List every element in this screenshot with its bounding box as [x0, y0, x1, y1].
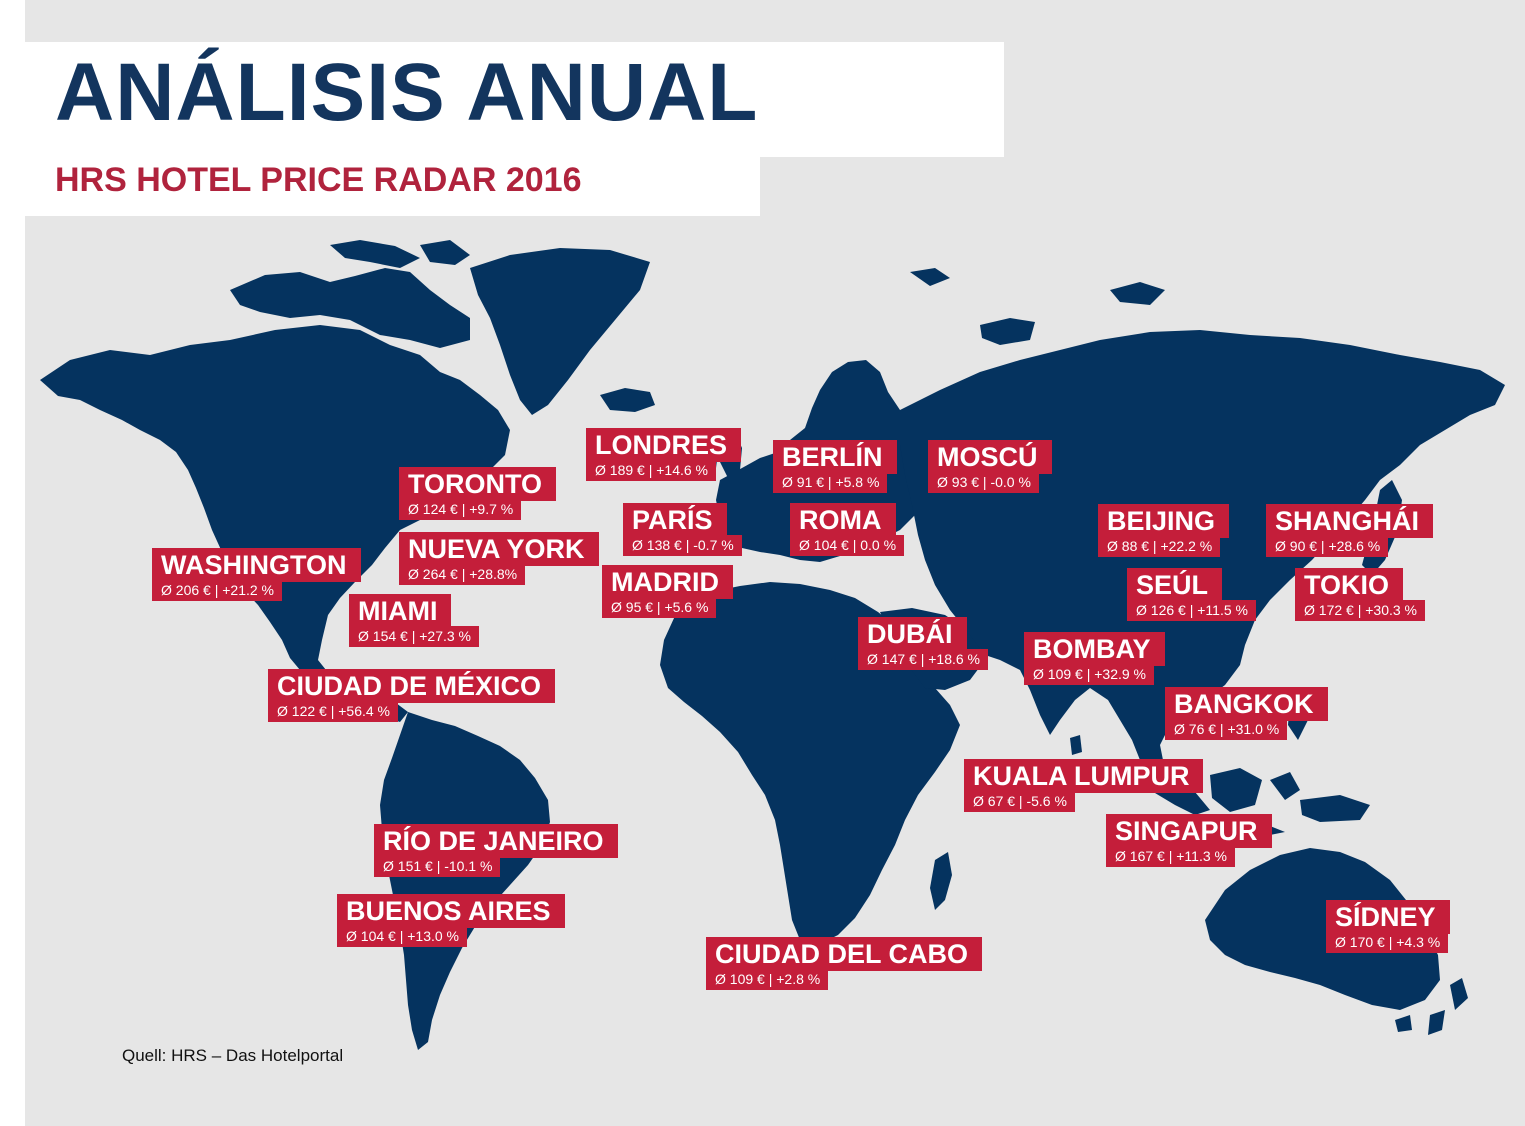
city-name: RÍO DE JANEIRO [374, 824, 618, 858]
city-stat: Ø 151 € | -10.1 % [374, 856, 501, 877]
city-stat: Ø 122 € | +56.4 % [268, 701, 398, 722]
city-label-dubai: DUBÁI Ø 147 € | +18.6 % [858, 617, 988, 670]
city-label-moscu: MOSCÚ Ø 93 € | -0.0 % [928, 440, 1052, 493]
city-name: LONDRES [586, 428, 742, 462]
city-label-miami: MIAMI Ø 154 € | +27.3 % [349, 594, 479, 647]
landmass-australia [1205, 848, 1440, 1010]
city-name: BERLÍN [773, 440, 897, 474]
city-label-nueva-york: NUEVA YORK Ø 264 € | +28.8% [399, 532, 599, 585]
city-stat: Ø 206 € | +21.2 % [152, 580, 282, 601]
city-stat: Ø 67 € | -5.6 % [964, 791, 1075, 812]
city-label-berlin: BERLÍN Ø 91 € | +5.8 % [773, 440, 897, 493]
page-title: ANÁLISIS ANUAL [55, 47, 759, 138]
page-subtitle: HRS HOTEL PRICE RADAR 2016 [55, 161, 582, 199]
city-label-roma: ROMA Ø 104 € | 0.0 % [790, 503, 905, 556]
city-name: PARÍS [623, 503, 727, 537]
city-name: CIUDAD DEL CABO [706, 937, 983, 971]
landmass-greenland [470, 248, 650, 415]
city-label-paris: PARÍS Ø 138 € | -0.7 % [623, 503, 742, 556]
city-name: WASHINGTON [152, 548, 361, 582]
landmass-south-america [380, 712, 550, 1050]
city-name: TOKIO [1295, 568, 1404, 602]
city-label-ciudad-del-cabo: CIUDAD DEL CABO Ø 109 € | +2.8 % [706, 937, 983, 990]
city-stat: Ø 95 € | +5.6 % [602, 597, 717, 618]
landmass-north-america [40, 325, 510, 718]
city-name: BEIJING [1098, 504, 1230, 538]
city-stat: Ø 147 € | +18.6 % [858, 649, 988, 670]
city-name: KUALA LUMPUR [964, 759, 1204, 793]
city-stat: Ø 91 € | +5.8 % [773, 472, 888, 493]
city-name: SÍDNEY [1326, 900, 1450, 934]
landmass-arctic-islands [230, 268, 470, 348]
city-stat: Ø 154 € | +27.3 % [349, 626, 479, 647]
city-stat: Ø 189 € | +14.6 % [586, 460, 716, 481]
title-panel [25, 42, 1004, 157]
city-stat: Ø 88 € | +22.2 % [1098, 536, 1221, 557]
subtitle-panel [25, 157, 760, 216]
city-name: MOSCÚ [928, 440, 1052, 474]
city-label-rio-de-janeiro: RÍO DE JANEIRO Ø 151 € | -10.1 % [374, 824, 618, 877]
city-stat: Ø 264 € | +28.8% [399, 564, 526, 585]
city-stat: Ø 104 € | +13.0 % [337, 926, 467, 947]
source-note: Quell: HRS – Das Hotelportal [122, 1046, 344, 1065]
left-margin [0, 0, 25, 1126]
city-label-shanghai: SHANGHÁI Ø 90 € | +28.6 % [1266, 504, 1434, 557]
city-name: BOMBAY [1024, 632, 1165, 666]
city-stat: Ø 126 € | +11.5 % [1127, 600, 1256, 621]
city-stat: Ø 138 € | -0.7 % [623, 535, 742, 556]
landmass-africa [660, 582, 960, 945]
city-name: NUEVA YORK [399, 532, 599, 566]
city-stat: Ø 104 € | 0.0 % [790, 535, 905, 556]
city-name: BANGKOK [1165, 687, 1328, 721]
city-name: CIUDAD DE MÉXICO [268, 669, 556, 703]
city-stat: Ø 109 € | +32.9 % [1024, 664, 1154, 685]
city-label-buenos-aires: BUENOS AIRES Ø 104 € | +13.0 % [337, 894, 565, 947]
city-stat: Ø 93 € | -0.0 % [928, 472, 1039, 493]
city-stat: Ø 109 € | +2.8 % [706, 969, 829, 990]
city-name: TORONTO [399, 467, 557, 501]
city-stat: Ø 90 € | +28.6 % [1266, 536, 1389, 557]
city-label-kuala-lumpur: KUALA LUMPUR Ø 67 € | -5.6 % [964, 759, 1204, 812]
city-label-bombay: BOMBAY Ø 109 € | +32.9 % [1024, 632, 1165, 685]
city-stat: Ø 170 € | +4.3 % [1326, 932, 1449, 953]
city-name: ROMA [790, 503, 896, 537]
city-label-beijing: BEIJING Ø 88 € | +22.2 % [1098, 504, 1230, 557]
city-label-tokio: TOKIO Ø 172 € | +30.3 % [1295, 568, 1425, 621]
city-label-londres: LONDRES Ø 189 € | +14.6 % [586, 428, 742, 481]
city-stat: Ø 167 € | +11.3 % [1106, 846, 1235, 867]
city-label-seul: SEÚL Ø 126 € | +11.5 % [1127, 568, 1256, 621]
city-label-singapur: SINGAPUR Ø 167 € | +11.3 % [1106, 814, 1272, 867]
city-stat: Ø 76 € | +31.0 % [1165, 719, 1288, 740]
city-name: DUBÁI [858, 617, 967, 651]
city-stat: Ø 172 € | +30.3 % [1295, 600, 1425, 621]
city-name: BUENOS AIRES [337, 894, 565, 928]
city-name: SHANGHÁI [1266, 504, 1434, 538]
city-name: SINGAPUR [1106, 814, 1272, 848]
city-label-ciudad-de-mexico: CIUDAD DE MÉXICO Ø 122 € | +56.4 % [268, 669, 556, 722]
city-label-toronto: TORONTO Ø 124 € | +9.7 % [399, 467, 557, 520]
city-label-washington: WASHINGTON Ø 206 € | +21.2 % [152, 548, 361, 601]
city-name: MADRID [602, 565, 733, 599]
city-label-sidney: SÍDNEY Ø 170 € | +4.3 % [1326, 900, 1450, 953]
city-label-bangkok: BANGKOK Ø 76 € | +31.0 % [1165, 687, 1328, 740]
city-name: MIAMI [349, 594, 452, 628]
city-stat: Ø 124 € | +9.7 % [399, 499, 522, 520]
city-name: SEÚL [1127, 568, 1223, 602]
city-label-madrid: MADRID Ø 95 € | +5.6 % [602, 565, 733, 618]
